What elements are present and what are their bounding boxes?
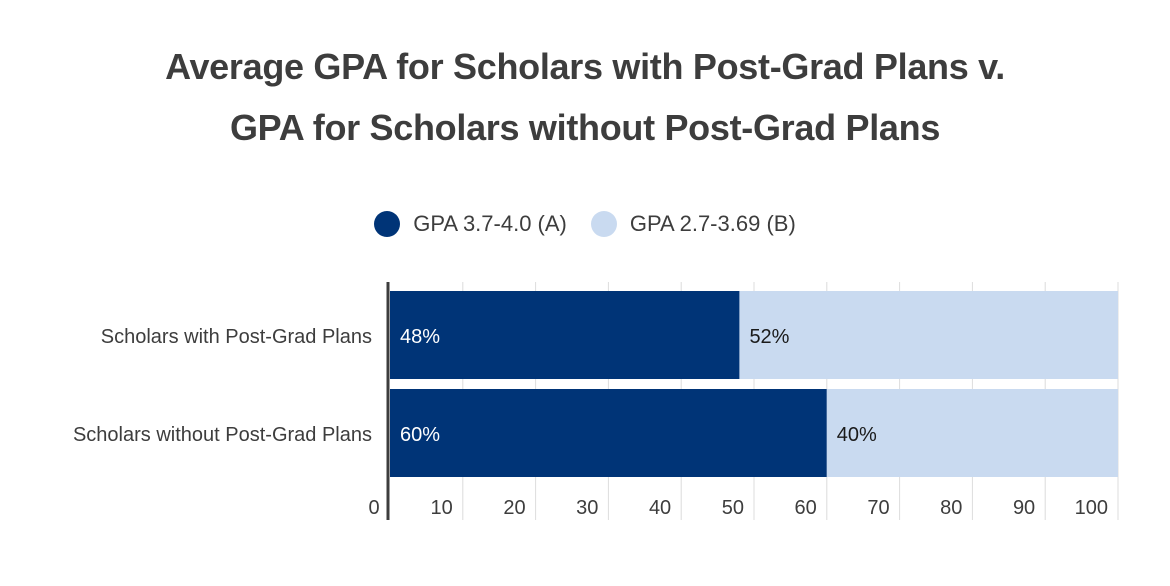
- bar-a-1: [390, 291, 740, 379]
- legend-swatch-b: [590, 211, 617, 237]
- x-tick-label-80: 80: [940, 497, 962, 519]
- x-tick-label-30: 30: [576, 497, 598, 519]
- category-label-2: Scholars without Post-Grad Plans: [73, 424, 372, 446]
- x-tick-label-10: 10: [431, 497, 453, 519]
- bar-b-2: [826, 389, 1118, 477]
- category-label-1: Scholars with Post-Grad Plans: [101, 326, 372, 348]
- data-label-a-2: 60%: [400, 424, 440, 446]
- x-tick-label-90: 90: [1013, 497, 1035, 519]
- legend-item-b: GPA 2.7-3.69 (B): [590, 211, 796, 237]
- legend-label-b: GPA 2.7-3.69 (B): [629, 211, 796, 236]
- x-tick-label-0: 0: [368, 497, 379, 519]
- data-label-b-2: 40%: [837, 424, 877, 446]
- legend-item-a: GPA 3.7-4.0 (A): [374, 211, 567, 237]
- legend-label-a: GPA 3.7-4.0 (A): [413, 211, 567, 236]
- x-tick-label-20: 20: [503, 497, 525, 519]
- data-label-b-1: 52%: [749, 326, 789, 348]
- x-tick-label-60: 60: [795, 497, 817, 519]
- legend-swatch-a: [374, 211, 401, 237]
- chart-title-line-1: Average GPA for Scholars with Post-Grad …: [165, 46, 1005, 87]
- chart-legend: GPA 3.7-4.0 (A) GPA 2.7-3.69 (B): [0, 211, 1170, 237]
- chart-title-line-2: GPA for Scholars without Post-Grad Plans: [229, 107, 941, 148]
- bar-a-2: [390, 389, 827, 477]
- bar-b-1: [739, 291, 1118, 379]
- x-tick-label-40: 40: [649, 497, 671, 519]
- data-label-a-1: 48%: [400, 326, 440, 348]
- x-tick-label-50: 50: [722, 497, 744, 519]
- x-tick-label-70: 70: [867, 497, 889, 519]
- x-tick-label-100: 100: [1075, 497, 1108, 519]
